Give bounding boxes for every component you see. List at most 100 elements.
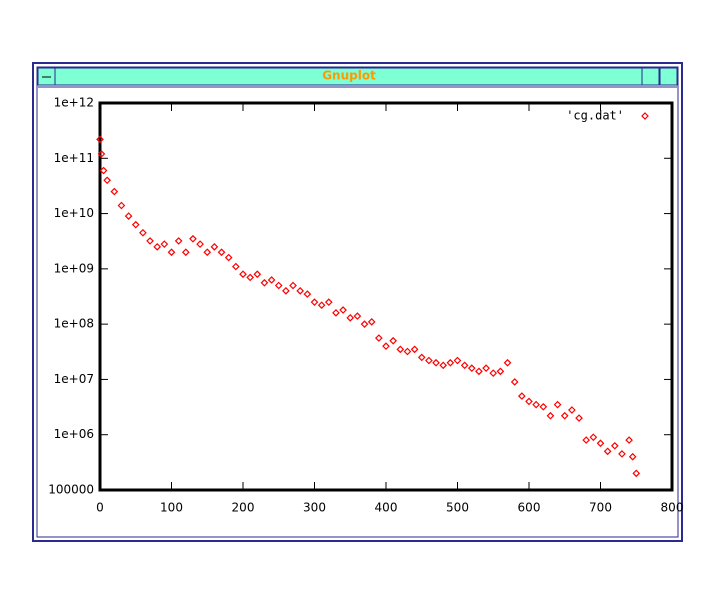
plot-border xyxy=(98,101,674,492)
point xyxy=(625,436,633,444)
point xyxy=(582,436,591,444)
point xyxy=(467,364,476,372)
minimize-button[interactable] xyxy=(641,67,660,86)
point xyxy=(417,353,426,362)
point xyxy=(232,262,240,271)
x-tick-label: 400 xyxy=(375,501,398,515)
x-tick-label: 300 xyxy=(303,501,326,515)
point xyxy=(246,273,254,282)
point xyxy=(432,358,440,367)
point xyxy=(167,248,176,257)
point xyxy=(628,452,637,461)
point xyxy=(203,248,212,257)
point xyxy=(453,356,462,365)
point xyxy=(546,411,555,420)
point xyxy=(510,378,519,386)
maximize-button[interactable] xyxy=(659,67,678,86)
y-tick-label: 1e+10 xyxy=(54,206,94,220)
point xyxy=(489,369,498,377)
point xyxy=(324,298,333,306)
point xyxy=(360,320,369,328)
x-tick-label: 700 xyxy=(589,501,612,515)
point xyxy=(403,347,412,356)
point xyxy=(353,312,362,320)
point xyxy=(603,447,612,456)
point xyxy=(446,358,455,367)
point xyxy=(375,334,383,342)
point xyxy=(139,228,147,237)
window-frame xyxy=(32,62,683,542)
point xyxy=(317,301,326,310)
point xyxy=(282,287,290,295)
point xyxy=(503,358,512,367)
point xyxy=(518,392,526,400)
legend-label: 'cg.dat' xyxy=(566,109,624,123)
window-title: Gnuplot xyxy=(322,69,376,83)
point xyxy=(224,253,233,262)
point xyxy=(117,201,126,210)
point xyxy=(539,402,548,411)
y-tick-label: 1e+07 xyxy=(54,372,94,386)
y-tick-label: 100000 xyxy=(48,483,94,497)
point xyxy=(389,336,397,345)
x-tick-label: 600 xyxy=(518,501,541,515)
point xyxy=(103,176,111,185)
point xyxy=(153,243,162,251)
point xyxy=(339,306,347,314)
point xyxy=(99,166,108,175)
point xyxy=(568,406,576,414)
point xyxy=(632,469,641,478)
point xyxy=(532,400,540,409)
x-tick-label: 100 xyxy=(160,501,183,515)
point xyxy=(460,361,469,370)
y-tick-label: 1e+06 xyxy=(54,427,94,441)
point xyxy=(110,187,119,196)
point xyxy=(396,345,405,354)
x-tick-label: 0 xyxy=(96,501,104,515)
point xyxy=(274,281,283,290)
point xyxy=(367,318,376,326)
point xyxy=(196,240,204,248)
window-inner-frame xyxy=(36,66,679,538)
point xyxy=(332,309,340,317)
point xyxy=(589,433,598,442)
point xyxy=(382,342,390,350)
point xyxy=(217,248,226,257)
point xyxy=(124,212,133,220)
point xyxy=(296,287,305,295)
point xyxy=(131,220,140,229)
plot: 100000 1e+06 1e+07 1e+08 1e+09 1e+10 1e+11 1e+1… xyxy=(48,96,683,515)
point xyxy=(496,367,505,376)
point xyxy=(560,411,569,420)
y-tick-label: 1e+09 xyxy=(54,261,94,275)
point xyxy=(174,237,183,245)
point xyxy=(525,397,533,406)
y-tick-label: 1e+12 xyxy=(54,96,94,110)
y-tick-label: 1e+11 xyxy=(54,151,94,165)
point xyxy=(303,290,312,298)
point xyxy=(267,276,276,284)
point xyxy=(97,150,106,158)
point xyxy=(310,298,319,306)
point xyxy=(239,270,247,279)
x-tick-label: 200 xyxy=(232,501,255,515)
point xyxy=(596,439,605,448)
legend-marker xyxy=(641,112,649,120)
point xyxy=(410,345,419,354)
point xyxy=(146,237,154,245)
point xyxy=(575,414,583,422)
x-tick-label: 800 xyxy=(661,501,684,515)
point xyxy=(253,270,262,279)
point xyxy=(289,281,297,290)
point xyxy=(160,240,169,248)
point xyxy=(260,278,269,287)
point xyxy=(439,361,448,370)
point xyxy=(610,441,619,450)
point xyxy=(210,243,219,251)
point xyxy=(425,356,433,365)
point xyxy=(346,313,355,322)
point xyxy=(618,450,626,458)
point xyxy=(96,135,104,144)
